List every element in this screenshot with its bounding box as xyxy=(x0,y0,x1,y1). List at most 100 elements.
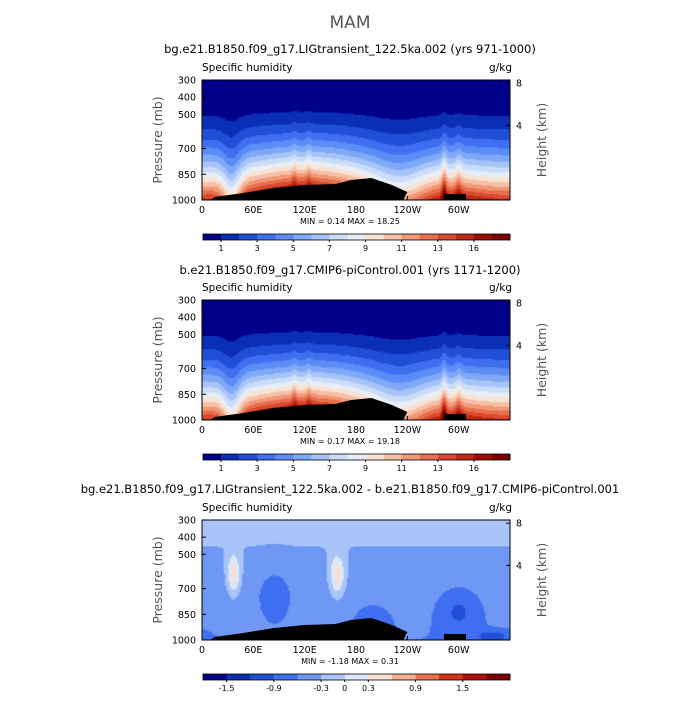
x-tick-label: 120E xyxy=(293,425,317,436)
x-tick-label: 0 xyxy=(199,425,205,436)
topography-mask xyxy=(287,636,291,640)
y-tick-label: 850 xyxy=(178,170,196,181)
colorbar-swatch xyxy=(473,454,493,460)
x-tick-label: 120W xyxy=(394,425,422,436)
colorbar-swatch xyxy=(473,234,493,240)
y2-tick-label: 8 xyxy=(516,519,522,530)
x-tick-label: 0 xyxy=(199,205,205,216)
y-axis-label: Pressure (mb) xyxy=(150,96,165,183)
colorbar-label: 0.9 xyxy=(409,684,422,693)
colorbar-swatch xyxy=(437,234,457,240)
y-tick-label: 1000 xyxy=(172,416,196,427)
colorbar-swatch xyxy=(455,454,475,460)
colorbar-swatch xyxy=(275,454,294,460)
colorbar-swatch xyxy=(365,454,384,460)
colorbar-swatch xyxy=(439,674,464,680)
x-tick-label: 60E xyxy=(244,645,262,656)
colorbar-swatch xyxy=(311,234,330,240)
colorbar-swatch xyxy=(221,234,240,240)
units-label: g/kg xyxy=(489,282,512,294)
x-tick-label: 60W xyxy=(448,645,470,656)
topography-mask xyxy=(444,634,466,640)
colorbar-swatch xyxy=(239,454,258,460)
y2-axis-label: Height (km) xyxy=(534,323,549,397)
units-label: g/kg xyxy=(489,502,512,514)
colorbar-swatch xyxy=(239,234,258,240)
chart-panel-3: bg.e21.B1850.f09_g17.LIGtransient_122.5k… xyxy=(81,482,620,693)
colorbar-label: -0.9 xyxy=(266,684,282,693)
variable-label: Specific humidity xyxy=(202,62,293,74)
colorbar-label: 5 xyxy=(291,464,296,473)
x-tick-label: 180 xyxy=(347,205,365,216)
colorbar-swatch xyxy=(257,454,276,460)
y2-tick-label: 8 xyxy=(516,79,522,90)
y-tick-label: 700 xyxy=(178,364,196,375)
colorbar-label: 16 xyxy=(469,464,479,473)
colorbar-swatch xyxy=(311,454,330,460)
units-label: g/kg xyxy=(489,62,512,74)
chart-title: b.e21.B1850.f09_g17.CMIP6-piControl.001 … xyxy=(179,263,520,277)
colorbar: -1.5 -0.9 -0.3 0 0.3 0.9 1.5 xyxy=(202,673,511,693)
colorbar-swatch xyxy=(368,674,393,680)
colorbar-swatch xyxy=(437,454,457,460)
y2-axis-label: Height (km) xyxy=(534,543,549,617)
y-axis-label: Pressure (mb) xyxy=(150,536,165,623)
colorbar-label: 1 xyxy=(219,464,224,473)
y-tick-label: 700 xyxy=(178,144,196,155)
colorbar-swatch xyxy=(347,234,366,240)
y2-axis-label: Height (km) xyxy=(534,103,549,177)
colorbar-swatch xyxy=(203,674,227,680)
y-axis-label: Pressure (mb) xyxy=(150,316,165,403)
x-tick-label: 60W xyxy=(448,205,470,216)
y-tick-label: 1000 xyxy=(172,196,196,207)
colorbar-swatch xyxy=(293,234,312,240)
min-max-label: MIN = 0.17 MAX = 19.18 xyxy=(300,437,400,446)
x-tick-label: 60E xyxy=(244,425,262,436)
topography-mask xyxy=(444,194,466,200)
colorbar-label: 0.3 xyxy=(362,684,375,693)
y-tick-label: 500 xyxy=(178,110,196,121)
colorbar-swatch xyxy=(344,674,369,680)
colorbar-swatch xyxy=(486,674,511,680)
colorbar-label: 9 xyxy=(363,244,368,253)
colorbar-label: 0 xyxy=(342,684,347,693)
colorbar-swatch xyxy=(221,454,240,460)
colorbar-swatch xyxy=(347,454,366,460)
colorbar-label: 13 xyxy=(433,464,443,473)
y-tick-label: 850 xyxy=(178,390,196,401)
topography-mask xyxy=(287,416,291,420)
x-tick-label: 180 xyxy=(347,425,365,436)
x-tick-label: 120E xyxy=(293,205,317,216)
colorbar-swatch xyxy=(273,674,298,680)
colorbar-frame xyxy=(202,233,511,241)
colorbar-swatch xyxy=(329,454,348,460)
y2-tick-label: 8 xyxy=(516,299,522,310)
y-tick-label: 300 xyxy=(178,296,196,307)
colorbar-label: 7 xyxy=(327,464,332,473)
page-title: MAM xyxy=(330,13,371,33)
topography-mask xyxy=(210,398,408,420)
colorbar-label: 9 xyxy=(363,464,368,473)
colorbar-swatch xyxy=(391,674,416,680)
colorbar-swatch xyxy=(329,234,348,240)
x-tick-label: 60E xyxy=(244,205,262,216)
colorbar-swatch xyxy=(203,234,222,240)
variable-label: Specific humidity xyxy=(202,502,293,514)
x-tick-label: 120E xyxy=(293,645,317,656)
colorbar-label: 16 xyxy=(469,244,479,253)
colorbar-label: -1.5 xyxy=(219,684,235,693)
colorbar: 1 3 5 7 9 11 13 16 xyxy=(202,453,511,473)
colorbar-frame xyxy=(202,673,511,681)
colorbar-label: 3 xyxy=(255,244,260,253)
topography-mask xyxy=(210,618,408,640)
y-tick-label: 300 xyxy=(178,516,196,527)
colorbar-swatch xyxy=(250,674,275,680)
y-tick-label: 700 xyxy=(178,584,196,595)
x-tick-label: 120W xyxy=(394,205,422,216)
y-tick-label: 500 xyxy=(178,330,196,341)
colorbar-label: 5 xyxy=(291,244,296,253)
colorbar-swatch xyxy=(293,454,312,460)
y-tick-label: 400 xyxy=(178,93,196,104)
colorbar-swatch xyxy=(383,234,402,240)
